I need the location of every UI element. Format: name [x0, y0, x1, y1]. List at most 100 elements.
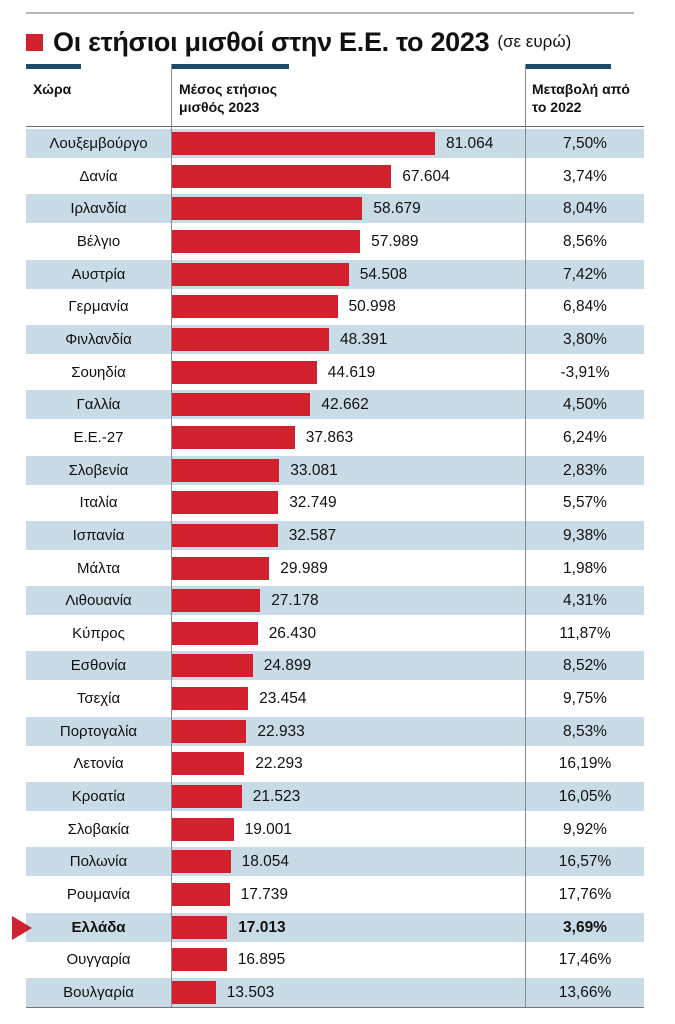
change-value-label: 13,66%	[558, 983, 612, 1001]
chart-row: Λετονία 22.293 16,19%	[26, 749, 644, 779]
salary-bar	[172, 164, 392, 188]
salary-value-label: 42.662	[321, 396, 369, 414]
salary-bar	[172, 132, 435, 155]
country-label: Ουγγαρία	[66, 951, 131, 969]
salary-value-label: 44.619	[327, 363, 376, 381]
country-label: Δανία	[79, 167, 118, 185]
salary-column-rule	[172, 64, 289, 69]
salary-value-label: 32.587	[288, 526, 337, 544]
salary-value-label: 18.054	[241, 853, 290, 871]
country-label: Γαλλία	[76, 396, 121, 414]
salary-value-label: 67.604	[402, 167, 450, 185]
salary-bar	[172, 948, 227, 972]
salary-value-label: 29.989	[280, 559, 328, 577]
chart-title-row: Οι ετήσιοι μισθοί στην Ε.Ε. το 2023 (σε …	[26, 24, 571, 60]
header-salary: Μέσος ετήσιος μισθός 2023	[179, 81, 278, 115]
country-label: Ρουμανία	[66, 885, 131, 903]
country-label: Πορτογαλία	[59, 722, 138, 740]
salary-bar	[172, 654, 253, 678]
chart-row: Λουξεμβούργο 81.064 7,50%	[26, 129, 644, 158]
country-label: Λετονία	[73, 755, 124, 773]
country-label: Κροατία	[71, 788, 126, 805]
change-value-label: 6,84%	[563, 298, 607, 316]
salary-value-label: 81.064	[446, 135, 494, 152]
change-value-label: 16,19%	[558, 755, 612, 773]
country-label: Ιταλία	[79, 494, 118, 512]
change-value-label: 3,80%	[563, 330, 607, 348]
country-column-rule	[26, 64, 81, 69]
chart-row: Γαλλία 42.662 4,50%	[26, 390, 644, 420]
salary-bar	[172, 360, 317, 384]
salary-bar	[172, 719, 247, 743]
chart-row: Ιταλία 32.749 5,57%	[26, 488, 644, 518]
change-value-label: 9,38%	[563, 526, 607, 544]
chart-row: Γερμανία 50.998 6,84%	[26, 292, 644, 322]
salary-value-label: 17.739	[240, 885, 289, 903]
column-divider-left	[171, 64, 172, 1008]
chart-row: Φινλανδία 48.391 3,80%	[26, 324, 644, 354]
salary-bar	[172, 556, 270, 580]
chart-row: Ρουμανία 17.739 17,76%	[26, 879, 644, 909]
salary-value-label: 50.998	[348, 298, 396, 316]
change-value-label: 4,31%	[563, 592, 607, 610]
change-value-label: 5,57%	[563, 494, 607, 512]
salary-value-label: 21.523	[252, 788, 301, 805]
salary-value-label: 54.508	[359, 265, 408, 283]
change-column-rule	[526, 64, 611, 69]
title-square-icon	[26, 33, 43, 51]
salary-bar	[172, 785, 242, 808]
country-label: Βέλγιο	[76, 232, 121, 250]
top-rule	[26, 12, 634, 14]
country-label: Ιρλανδία	[70, 200, 127, 218]
country-label: Λιθουανία	[65, 592, 132, 610]
country-label: Σλοβακία	[67, 820, 130, 838]
chart-row: Αυστρία 54.508 7,42%	[26, 259, 644, 289]
country-label: Σλοβενία	[68, 461, 129, 479]
table-bottom-border	[26, 1007, 644, 1008]
chart-row: Ουγγαρία 16.895 17,46%	[26, 945, 644, 975]
chart-row: Πορτογαλία 22.933 8,53%	[26, 716, 644, 746]
salary-bar	[172, 295, 338, 319]
chart-row: Σλοβενία 33.081 2,83%	[26, 455, 644, 485]
salary-bar	[172, 523, 278, 547]
country-label: Τσεχία	[76, 690, 121, 707]
salary-bar	[172, 850, 231, 874]
change-value-label: 3,74%	[563, 167, 607, 185]
chart-row: Ελλάδα 17.013 3,69%	[26, 912, 644, 942]
salary-value-label: 26.430	[268, 624, 317, 642]
chart-row: Κροατία 21.523 16,05%	[26, 782, 644, 811]
chart-row: Σουηδία 44.619 -3,91%	[26, 357, 644, 387]
salary-value-label: 37.863	[305, 428, 354, 446]
salary-value-label: 58.679	[373, 200, 421, 218]
salary-bar	[172, 327, 329, 351]
chart-row: Λιθουανία 27.178 4,31%	[26, 586, 644, 616]
change-value-label: 1,98%	[563, 559, 607, 577]
chart-row: Ε.Ε.-27 37.863 6,24%	[26, 422, 644, 452]
salary-value-label: 23.454	[259, 690, 307, 707]
salary-bar	[172, 687, 249, 710]
column-divider-right	[525, 64, 526, 1008]
salary-value-label: 32.749	[289, 494, 337, 512]
chart-subtitle: (σε ευρώ)	[497, 32, 572, 51]
salary-value-label: 24.899	[263, 657, 312, 675]
chart-row: Μάλτα 29.989 1,98%	[26, 553, 644, 583]
salary-value-label: 19.001	[244, 820, 293, 838]
change-value-label: 17,46%	[558, 951, 612, 969]
salary-value-label: 27.178	[271, 592, 319, 610]
change-value-label: 11,87%	[559, 624, 611, 642]
change-value-label: 17,76%	[558, 885, 612, 903]
change-value-label: 8,04%	[563, 200, 607, 218]
country-label: Κύπρος	[72, 624, 125, 642]
change-value-label: 2,83%	[563, 461, 607, 479]
chart-row: Τσεχία 23.454 9,75%	[26, 684, 644, 713]
change-value-label: 7,42%	[563, 265, 607, 283]
salary-value-label: 57.989	[371, 232, 419, 250]
country-label: Ισπανία	[72, 526, 125, 544]
header-divider	[26, 126, 644, 127]
chart-row: Ισπανία 32.587 9,38%	[26, 520, 644, 550]
chart-row: Πολωνία 18.054 16,57%	[26, 847, 644, 877]
salary-bar	[172, 425, 295, 449]
salary-bar	[172, 262, 349, 286]
country-label: Αυστρία	[71, 265, 126, 283]
chart-row: Βέλγιο 57.989 8,56%	[26, 226, 644, 256]
